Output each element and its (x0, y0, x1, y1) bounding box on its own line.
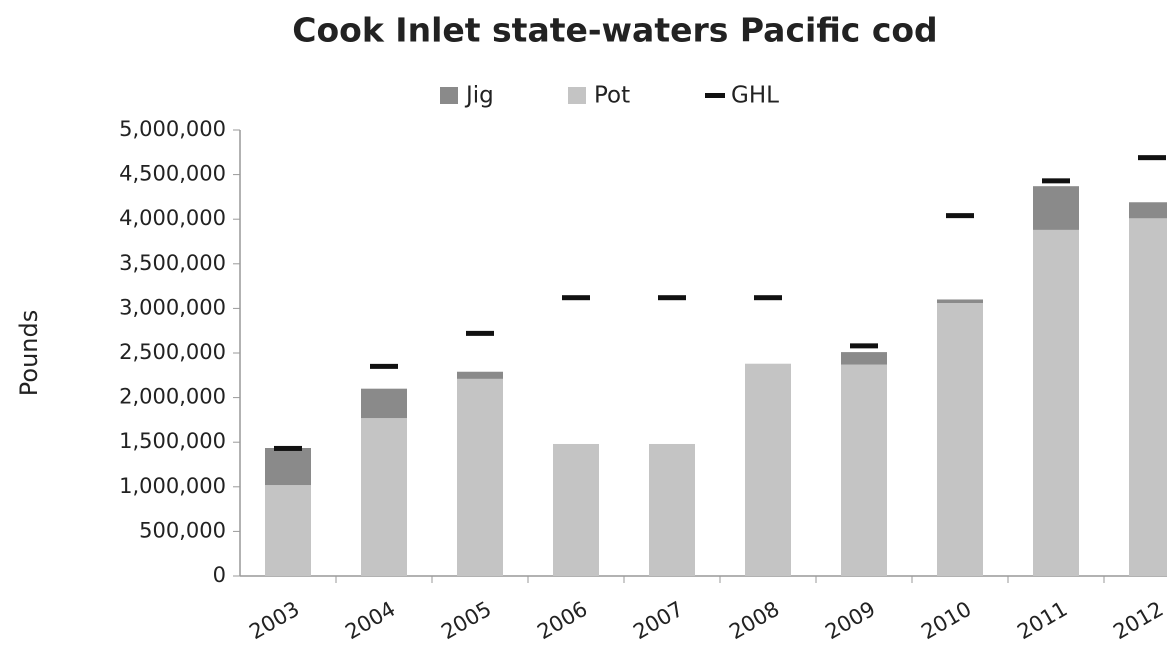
y-tick-label: 2,000,000 (119, 385, 226, 409)
y-tick-label: 3,500,000 (119, 251, 226, 275)
ghl-marker (754, 295, 782, 301)
bar-segment (937, 299, 983, 304)
ghl-marker (466, 330, 494, 336)
bar-segment (265, 447, 311, 486)
y-tick-label: 1,500,000 (119, 429, 226, 453)
x-tick-label: 2007 (629, 597, 687, 645)
y-tick-label: 5,000,000 (119, 117, 226, 141)
y-tick-label: 4,000,000 (119, 206, 226, 230)
ghl-marker (562, 295, 590, 301)
bar-segment (457, 371, 503, 379)
legend-swatch (705, 93, 725, 98)
ghl-marker (850, 343, 878, 349)
chart-title: Cook Inlet state-waters Pacific cod (292, 11, 937, 50)
bar-segment (841, 364, 887, 576)
x-tick-label: 2003 (245, 597, 303, 645)
legend-swatch (440, 87, 458, 104)
legend-label: Jig (464, 83, 494, 109)
bar-segment (1129, 218, 1167, 577)
y-tick-label: 4,500,000 (119, 162, 226, 186)
x-tick-label: 2008 (725, 597, 783, 645)
bar-segment (841, 352, 887, 365)
x-tick-label: 2004 (341, 597, 399, 645)
y-tick-label: 2,500,000 (119, 340, 226, 364)
bar-segment (1129, 202, 1167, 219)
y-axis-title: Pounds (15, 310, 43, 396)
bar-segment (361, 418, 407, 576)
x-tick-label: 2011 (1013, 597, 1071, 645)
ghl-marker (274, 445, 302, 451)
x-tick-label: 2010 (917, 597, 975, 645)
bar-segment (649, 443, 695, 576)
bar-segment (265, 485, 311, 576)
bar-segment (361, 388, 407, 419)
ghl-marker (658, 295, 686, 301)
ghl-marker (1138, 155, 1166, 161)
y-tick-label: 3,000,000 (119, 295, 226, 319)
legend-label: GHL (731, 83, 779, 109)
bar-segment (457, 378, 503, 576)
bar-segment (1033, 186, 1079, 230)
y-tick-label: 0 (213, 563, 226, 587)
x-tick-label: 2006 (533, 597, 591, 645)
legend-label: Pot (594, 83, 630, 109)
y-tick-label: 1,000,000 (119, 474, 226, 498)
ghl-marker (370, 363, 398, 369)
y-tick-label: 500,000 (139, 518, 226, 542)
legend-swatch (568, 87, 586, 104)
bar-segment (937, 303, 983, 576)
x-tick-label: 2012 (1109, 597, 1167, 645)
x-tick-label: 2009 (821, 597, 879, 645)
bar-segment (745, 363, 791, 576)
x-tick-label: 2005 (437, 597, 495, 645)
bar-segment (553, 443, 599, 576)
ghl-marker (1042, 178, 1070, 184)
ghl-marker (946, 213, 974, 219)
bar-segment (1033, 229, 1079, 577)
